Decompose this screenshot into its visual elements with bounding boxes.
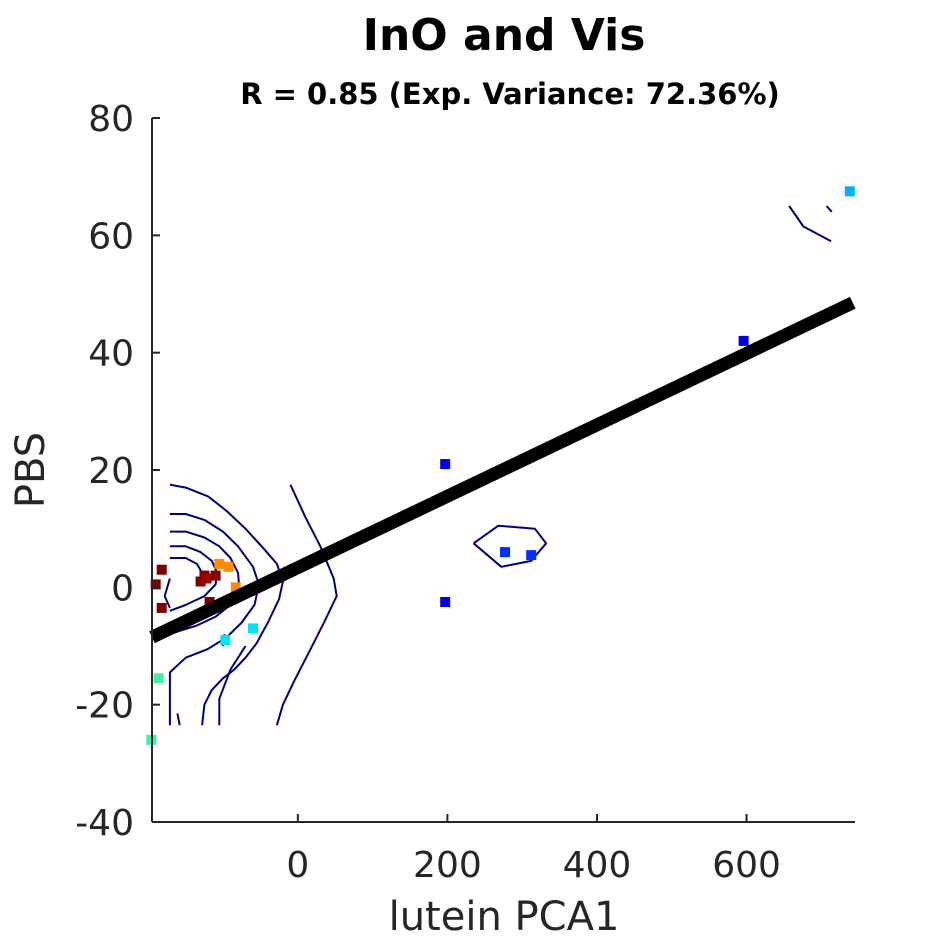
data-point (738, 335, 749, 346)
density-contour (472, 524, 548, 568)
data-point (153, 673, 164, 684)
density-contour (788, 205, 832, 243)
density-contour (169, 557, 203, 574)
x-tick-label: 600 (712, 845, 781, 886)
data-point (440, 597, 451, 607)
data-point (500, 547, 510, 558)
data-point (440, 459, 451, 470)
x-tick-label: 200 (413, 845, 482, 886)
y-tick-label: -40 (75, 803, 134, 844)
y-tick-label: 20 (88, 451, 134, 492)
data-point (150, 579, 161, 590)
density-contour (168, 513, 260, 726)
contour-layer (163, 205, 833, 726)
y-tick-label: 80 (88, 99, 134, 140)
y-tick-label: -20 (75, 686, 134, 727)
density-contour (275, 484, 338, 726)
data-point (220, 635, 231, 646)
y-axis-label: PBS (8, 432, 54, 508)
chart-title: InO and Vis (363, 10, 646, 61)
data-point (204, 597, 215, 607)
data-point (156, 564, 167, 575)
density-contour (169, 483, 284, 726)
data-point (214, 558, 225, 569)
data-point (844, 186, 855, 197)
data-point (248, 623, 258, 634)
data-point (210, 570, 221, 581)
data-point (195, 576, 206, 587)
x-tick-label: 0 (286, 845, 309, 886)
data-point (156, 602, 167, 613)
density-contour (169, 530, 241, 636)
y-tick-label: 60 (88, 216, 134, 257)
density-contour (218, 645, 247, 726)
data-point (223, 561, 234, 572)
data-point (201, 573, 212, 584)
density-contour (163, 578, 171, 609)
x-tick-label: 400 (563, 845, 632, 886)
regression-line (149, 296, 856, 644)
data-point (230, 582, 241, 593)
data-point (526, 550, 537, 561)
chart-subtitle: R = 0.85 (Exp. Variance: 72.36%) (240, 77, 780, 111)
density-contour (176, 713, 181, 726)
y-tick-label: 0 (111, 568, 134, 609)
ticks-layer: 0 200 400 600 -40 -20 0 20 40 60 80 (75, 99, 781, 886)
y-tick-label: 40 (88, 334, 134, 375)
points-layer (146, 186, 855, 745)
density-contour (825, 205, 833, 213)
regression-layer (149, 296, 856, 644)
x-axis-label: lutein PCA1 (389, 894, 620, 940)
